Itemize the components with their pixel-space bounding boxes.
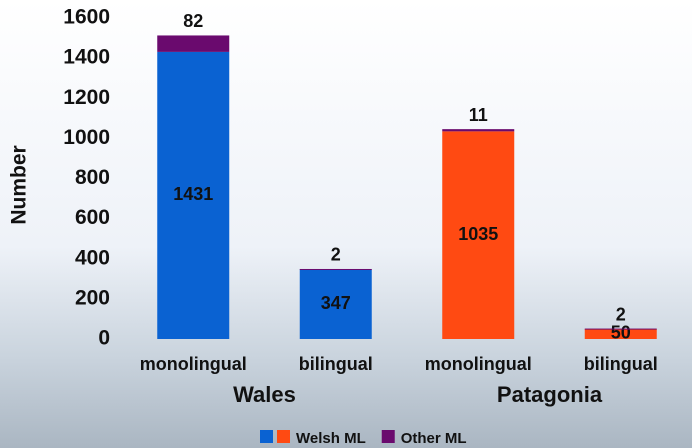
bar-segment	[157, 35, 229, 51]
value-label: 82	[183, 11, 203, 31]
value-label: 1431	[173, 184, 213, 204]
y-tick-label: 400	[75, 246, 110, 269]
legend-label: Welsh ML	[296, 430, 366, 447]
bar-segment	[585, 329, 657, 330]
value-label: 50	[611, 323, 631, 343]
y-tick-label: 200	[75, 286, 110, 309]
value-label: 347	[321, 293, 351, 313]
y-tick-label: 0	[98, 327, 110, 350]
legend-label: Other ML	[401, 430, 467, 447]
value-label: 1035	[458, 224, 498, 244]
y-tick-label: 1200	[63, 86, 110, 109]
value-label: 2	[331, 245, 341, 265]
legend-swatch	[382, 430, 395, 443]
y-axis-label: Number	[8, 145, 31, 224]
x-tick-label: bilingual	[584, 354, 658, 374]
y-tick-label: 1400	[63, 46, 110, 69]
bar-segment	[442, 129, 514, 131]
x-tick-label: monolingual	[425, 354, 532, 374]
value-label: 11	[469, 105, 488, 125]
x-tick-label: bilingual	[299, 354, 373, 374]
legend-swatch	[277, 430, 290, 443]
y-tick-label: 1600	[63, 6, 110, 29]
x-tick-label: monolingual	[140, 354, 247, 374]
y-tick-label: 800	[75, 166, 110, 189]
y-tick-label: 1000	[63, 126, 110, 149]
y-tick-label: 600	[75, 206, 110, 229]
chart: Number 0 200 400 600 800 1000 1200 1400 1600 mono…	[0, 0, 692, 448]
legend-swatch	[260, 430, 273, 443]
group-label: Wales	[233, 382, 296, 407]
value-label: 2	[616, 304, 626, 324]
group-label: Patagonia	[497, 382, 603, 407]
bar-segment	[300, 269, 372, 270]
